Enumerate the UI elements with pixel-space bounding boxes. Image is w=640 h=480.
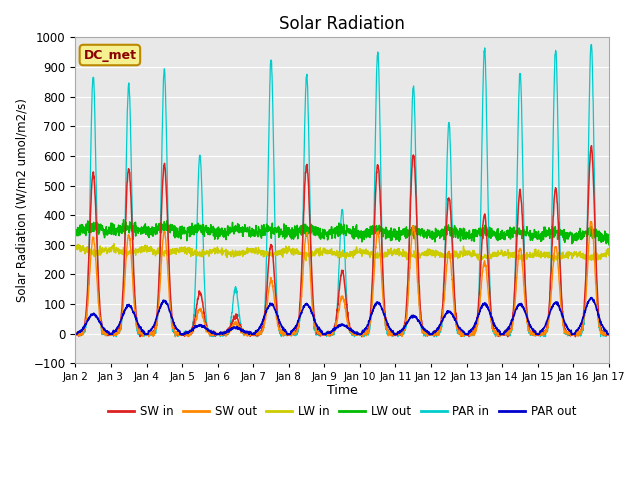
SW out [72,331,79,337]
LW in [221,248,228,253]
LW out [358,231,365,237]
PAR out [497,331,505,337]
PAR out [221,330,228,336]
SW out [221,329,228,335]
SW out [558,312,566,318]
PAR in [558,305,566,311]
Legend: SW in, SW out, LW in, LW out, PAR in, PAR out: SW in, SW out, LW in, LW out, PAR in, PA… [103,400,581,423]
LW out [605,241,612,247]
SW in [497,332,504,338]
LW in [558,250,566,256]
SW in [572,334,579,339]
LW out [72,225,79,230]
SW out [573,332,580,337]
SW in [605,332,612,337]
LW out [369,226,377,231]
SW out [369,289,377,295]
PAR in [588,42,595,48]
Title: Solar Radiation: Solar Radiation [279,15,405,33]
SW in [369,266,377,272]
LW in [605,253,612,259]
LW in [591,260,599,265]
LW in [110,241,118,247]
LW out [497,236,505,241]
PAR in [358,332,365,337]
PAR out [605,331,612,337]
Line: SW out: SW out [76,222,609,336]
PAR out [369,307,377,312]
PAR out [180,332,188,338]
PAR out [588,295,595,300]
SW out [358,331,365,336]
SW out [605,332,612,337]
LW out [221,230,228,236]
X-axis label: Time: Time [326,384,358,397]
Text: DC_met: DC_met [83,48,136,61]
SW out [497,332,505,337]
LW in [573,254,580,260]
PAR out [358,331,365,336]
PAR in [497,332,505,337]
LW in [72,243,79,249]
PAR in [221,333,228,338]
Line: LW out: LW out [76,220,609,244]
PAR in [369,259,377,264]
PAR out [573,328,580,334]
LW out [120,217,127,223]
PAR in [72,332,79,337]
LW out [573,238,580,243]
SW in [573,332,580,337]
Y-axis label: Solar Radiation (W/m2 umol/m2/s): Solar Radiation (W/m2 umol/m2/s) [15,98,28,302]
SW in [72,332,79,338]
PAR out [72,332,79,337]
SW out [145,334,152,339]
SW in [557,295,565,300]
SW in [357,332,365,337]
LW in [497,252,505,257]
PAR out [558,311,566,317]
PAR in [113,334,120,339]
Line: SW in: SW in [76,146,609,336]
LW in [358,249,365,254]
PAR in [605,332,612,338]
PAR in [573,332,580,337]
SW out [587,219,595,225]
Line: LW in: LW in [76,244,609,263]
SW in [220,330,228,336]
Line: PAR out: PAR out [76,298,609,335]
LW in [369,251,377,256]
Line: PAR in: PAR in [76,45,609,336]
LW out [558,228,566,234]
SW in [588,143,595,149]
